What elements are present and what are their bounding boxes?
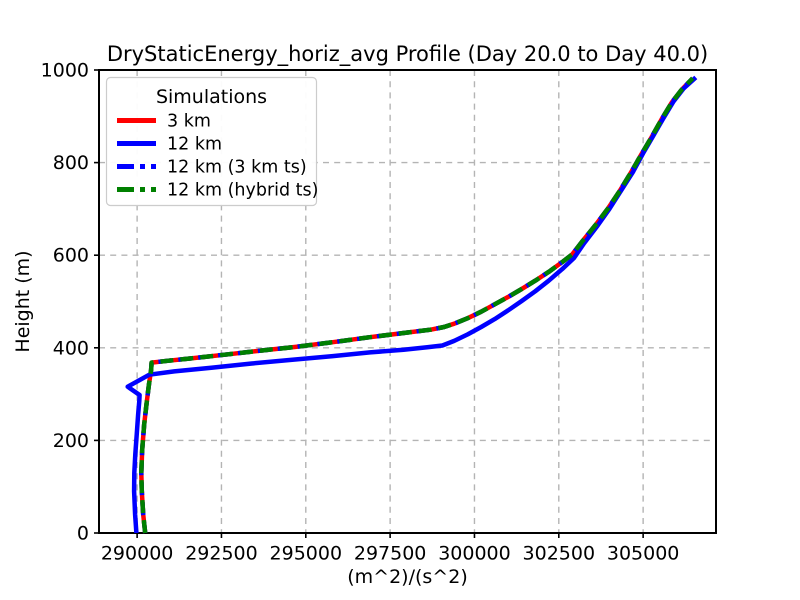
legend-box [105,76,318,207]
legend-label: 12 km [167,135,222,155]
y-tick-label: 400 [53,337,89,359]
y-tick-label: 200 [53,430,89,452]
legend-entry: 12 km [117,135,222,155]
x-tick-label: 302500 [523,543,596,565]
x-axis-label: (m^2)/(s^2) [347,566,467,588]
axes [94,69,644,538]
y-axis-label: Height (m) [12,250,34,352]
x-tick-label: 305000 [607,543,680,565]
legend-entry: 12 km (hybrid ts) [117,181,319,201]
x-tick-label: 290000 [101,543,174,565]
legend-entry: 3 km [117,112,211,132]
y-tick-label: 600 [53,245,89,267]
legend-label: 12 km (3 km ts) [167,158,307,178]
legend: Simulations 3 km 12 km 12 km (3 km ts) 12 km… [105,76,319,207]
y-tick-label: 0 [77,523,89,545]
series-line-12-km-hybrid-ts- [139,76,695,534]
x-tick-label: 297500 [354,543,427,565]
legend-title: Simulations [156,86,267,108]
legend-entry: 12 km (3 km ts) [117,158,307,178]
legend-label: 12 km (hybrid ts) [167,181,319,201]
x-tick-label: 292500 [185,543,258,565]
x-tick-label: 300000 [438,543,511,565]
x-tick-label: 295000 [270,543,343,565]
legend-label: 3 km [167,112,211,132]
plot-border [98,69,717,534]
y-tick-label: 1000 [41,60,89,82]
chart-title: DryStaticEnergy_horiz_avg Profile (Day 2… [107,42,708,67]
y-tick-label: 800 [53,152,89,174]
